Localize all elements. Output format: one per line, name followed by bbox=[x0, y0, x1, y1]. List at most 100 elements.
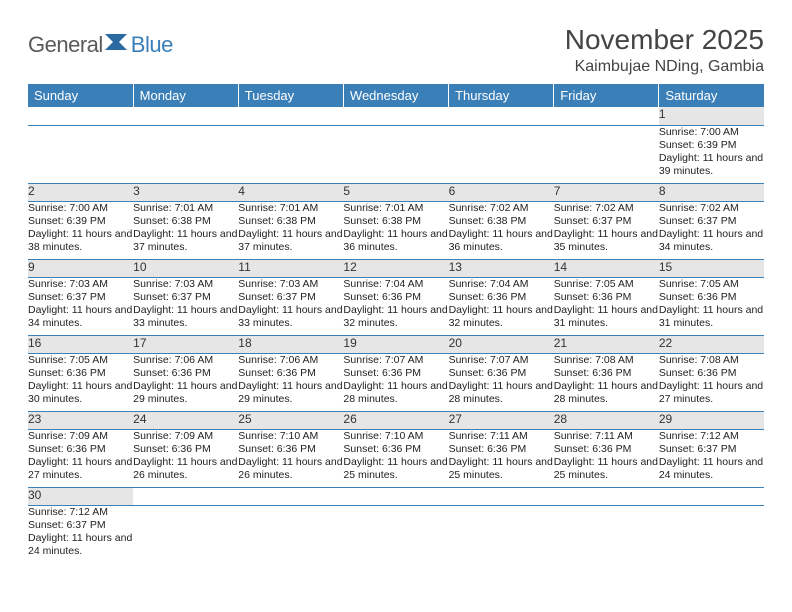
sunset-line: Sunset: 6:36 PM bbox=[238, 367, 343, 380]
logo-text-blue: Blue bbox=[131, 32, 173, 58]
daylight-line: Daylight: 11 hours and 27 minutes. bbox=[28, 456, 133, 482]
logo-text-general: General bbox=[28, 32, 103, 58]
sunrise-line: Sunrise: 7:01 AM bbox=[343, 202, 448, 215]
daylight-line: Daylight: 11 hours and 33 minutes. bbox=[133, 304, 238, 330]
day-cell: Sunrise: 7:09 AMSunset: 6:36 PMDaylight:… bbox=[133, 429, 238, 487]
day-number: 19 bbox=[343, 335, 448, 353]
sunset-line: Sunset: 6:36 PM bbox=[133, 443, 238, 456]
sunset-line: Sunset: 6:36 PM bbox=[133, 367, 238, 380]
day-cell bbox=[554, 505, 659, 563]
sunrise-line: Sunrise: 7:08 AM bbox=[659, 354, 764, 367]
header: General Blue November 2025 Kaimbujae NDi… bbox=[28, 24, 764, 76]
sunset-line: Sunset: 6:37 PM bbox=[133, 291, 238, 304]
day-cell: Sunrise: 7:03 AMSunset: 6:37 PMDaylight:… bbox=[28, 277, 133, 335]
day-cell bbox=[343, 125, 448, 183]
day-number: 4 bbox=[238, 183, 343, 201]
day-cell: Sunrise: 7:04 AMSunset: 6:36 PMDaylight:… bbox=[449, 277, 554, 335]
day-number: 10 bbox=[133, 259, 238, 277]
day-cell: Sunrise: 7:09 AMSunset: 6:36 PMDaylight:… bbox=[28, 429, 133, 487]
sunrise-line: Sunrise: 7:12 AM bbox=[28, 506, 133, 519]
day-cell bbox=[28, 125, 133, 183]
day-number: 22 bbox=[659, 335, 764, 353]
day-cell: Sunrise: 7:05 AMSunset: 6:36 PMDaylight:… bbox=[554, 277, 659, 335]
calendar-table: SundayMondayTuesdayWednesdayThursdayFrid… bbox=[28, 84, 764, 563]
day-cell: Sunrise: 7:02 AMSunset: 6:37 PMDaylight:… bbox=[554, 201, 659, 259]
day-cell: Sunrise: 7:01 AMSunset: 6:38 PMDaylight:… bbox=[238, 201, 343, 259]
info-row: Sunrise: 7:05 AMSunset: 6:36 PMDaylight:… bbox=[28, 353, 764, 411]
sunrise-line: Sunrise: 7:02 AM bbox=[659, 202, 764, 215]
day-number bbox=[133, 487, 238, 505]
day-cell bbox=[133, 505, 238, 563]
day-cell: Sunrise: 7:01 AMSunset: 6:38 PMDaylight:… bbox=[133, 201, 238, 259]
sunrise-line: Sunrise: 7:00 AM bbox=[659, 126, 764, 139]
day-number: 17 bbox=[133, 335, 238, 353]
day-number: 26 bbox=[343, 411, 448, 429]
sunrise-line: Sunrise: 7:05 AM bbox=[28, 354, 133, 367]
sunset-line: Sunset: 6:37 PM bbox=[554, 215, 659, 228]
day-number bbox=[133, 107, 238, 125]
sunrise-line: Sunrise: 7:03 AM bbox=[28, 278, 133, 291]
day-number: 12 bbox=[343, 259, 448, 277]
sunrise-line: Sunrise: 7:11 AM bbox=[449, 430, 554, 443]
sunset-line: Sunset: 6:36 PM bbox=[343, 291, 448, 304]
info-row: Sunrise: 7:00 AMSunset: 6:39 PMDaylight:… bbox=[28, 125, 764, 183]
info-row: Sunrise: 7:00 AMSunset: 6:39 PMDaylight:… bbox=[28, 201, 764, 259]
day-number: 7 bbox=[554, 183, 659, 201]
sunset-line: Sunset: 6:36 PM bbox=[28, 367, 133, 380]
sunrise-line: Sunrise: 7:01 AM bbox=[133, 202, 238, 215]
day-number bbox=[238, 107, 343, 125]
daynum-row: 16171819202122 bbox=[28, 335, 764, 353]
day-cell bbox=[449, 505, 554, 563]
day-cell: Sunrise: 7:12 AMSunset: 6:37 PMDaylight:… bbox=[28, 505, 133, 563]
month-title: November 2025 bbox=[565, 24, 764, 56]
day-cell bbox=[659, 505, 764, 563]
daynum-row: 1 bbox=[28, 107, 764, 125]
daylight-line: Daylight: 11 hours and 26 minutes. bbox=[133, 456, 238, 482]
day-number bbox=[554, 107, 659, 125]
sunset-line: Sunset: 6:37 PM bbox=[28, 519, 133, 532]
sunrise-line: Sunrise: 7:11 AM bbox=[554, 430, 659, 443]
sunset-line: Sunset: 6:36 PM bbox=[659, 367, 764, 380]
sunset-line: Sunset: 6:36 PM bbox=[343, 367, 448, 380]
day-number: 2 bbox=[28, 183, 133, 201]
daylight-line: Daylight: 11 hours and 39 minutes. bbox=[659, 152, 764, 178]
sunrise-line: Sunrise: 7:03 AM bbox=[238, 278, 343, 291]
day-number: 18 bbox=[238, 335, 343, 353]
day-cell: Sunrise: 7:00 AMSunset: 6:39 PMDaylight:… bbox=[659, 125, 764, 183]
day-cell: Sunrise: 7:02 AMSunset: 6:37 PMDaylight:… bbox=[659, 201, 764, 259]
sunrise-line: Sunrise: 7:05 AM bbox=[554, 278, 659, 291]
sunrise-line: Sunrise: 7:08 AM bbox=[554, 354, 659, 367]
sunrise-line: Sunrise: 7:09 AM bbox=[28, 430, 133, 443]
day-number: 1 bbox=[659, 107, 764, 125]
sunset-line: Sunset: 6:36 PM bbox=[238, 443, 343, 456]
sunset-line: Sunset: 6:36 PM bbox=[554, 443, 659, 456]
day-number: 5 bbox=[343, 183, 448, 201]
day-cell: Sunrise: 7:05 AMSunset: 6:36 PMDaylight:… bbox=[659, 277, 764, 335]
day-cell: Sunrise: 7:03 AMSunset: 6:37 PMDaylight:… bbox=[133, 277, 238, 335]
sunrise-line: Sunrise: 7:06 AM bbox=[238, 354, 343, 367]
sunrise-line: Sunrise: 7:09 AM bbox=[133, 430, 238, 443]
day-cell bbox=[343, 505, 448, 563]
daylight-line: Daylight: 11 hours and 34 minutes. bbox=[28, 304, 133, 330]
daylight-line: Daylight: 11 hours and 36 minutes. bbox=[449, 228, 554, 254]
title-block: November 2025 Kaimbujae NDing, Gambia bbox=[565, 24, 764, 76]
day-cell: Sunrise: 7:11 AMSunset: 6:36 PMDaylight:… bbox=[554, 429, 659, 487]
day-cell: Sunrise: 7:04 AMSunset: 6:36 PMDaylight:… bbox=[343, 277, 448, 335]
daylight-line: Daylight: 11 hours and 35 minutes. bbox=[554, 228, 659, 254]
sunrise-line: Sunrise: 7:02 AM bbox=[449, 202, 554, 215]
daynum-row: 30 bbox=[28, 487, 764, 505]
day-number: 14 bbox=[554, 259, 659, 277]
sunrise-line: Sunrise: 7:06 AM bbox=[133, 354, 238, 367]
day-number: 15 bbox=[659, 259, 764, 277]
day-number: 28 bbox=[554, 411, 659, 429]
day-number bbox=[28, 107, 133, 125]
day-number: 16 bbox=[28, 335, 133, 353]
sunrise-line: Sunrise: 7:03 AM bbox=[133, 278, 238, 291]
day-number bbox=[343, 487, 448, 505]
sunrise-line: Sunrise: 7:00 AM bbox=[28, 202, 133, 215]
sunrise-line: Sunrise: 7:07 AM bbox=[343, 354, 448, 367]
sunrise-line: Sunrise: 7:04 AM bbox=[449, 278, 554, 291]
day-number: 30 bbox=[28, 487, 133, 505]
sunset-line: Sunset: 6:36 PM bbox=[554, 367, 659, 380]
weekday-header: Monday bbox=[133, 84, 238, 107]
